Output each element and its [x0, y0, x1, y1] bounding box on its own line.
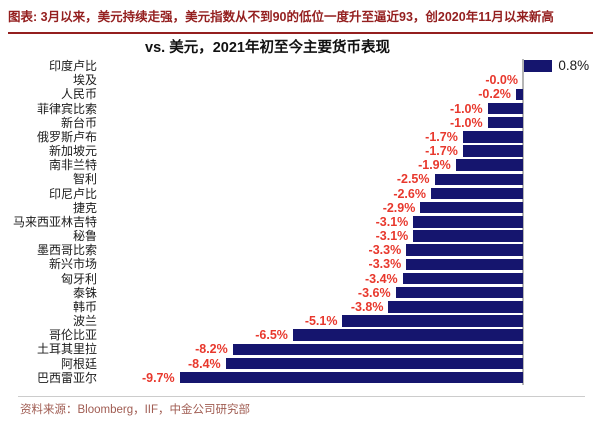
value-label: -1.9%	[418, 158, 451, 173]
bar	[420, 201, 523, 214]
value-label: -0.0%	[485, 73, 518, 88]
bar	[430, 187, 523, 200]
value-label: -1.0%	[449, 115, 483, 130]
table-row: 墨西哥比索 -3.3%	[0, 243, 600, 257]
value-label: -1.0%	[449, 101, 483, 116]
table-row: 印度卢比 0.8%	[0, 58, 600, 73]
category-label: 韩币	[72, 299, 97, 314]
category-label: 捷克	[72, 200, 97, 215]
category-label: 新加坡元	[48, 144, 97, 159]
bar	[225, 357, 523, 370]
table-row: 韩币 -3.8%	[0, 300, 600, 314]
bar	[455, 159, 523, 171]
category-label: 人民币	[60, 87, 97, 102]
table-row: 智利 -2.5%	[0, 172, 600, 186]
category-label: 智利	[72, 172, 97, 187]
value-label: -2.9%	[382, 200, 416, 215]
bar	[395, 286, 523, 299]
value-label: -0.2%	[478, 87, 511, 102]
bar	[179, 371, 523, 384]
source-note: 资料来源：Bloomberg，IIF，中金公司研究部	[20, 404, 251, 416]
bar	[487, 116, 523, 129]
table-row: 新加坡元 -1.7%	[0, 144, 600, 158]
value-label: -3.1%	[375, 214, 409, 229]
value-label: -3.6%	[357, 285, 391, 300]
value-label: -2.6%	[393, 186, 426, 201]
table-row: 阿根廷 -8.4%	[0, 357, 600, 371]
value-label: -1.7%	[425, 129, 458, 144]
value-label: -8.4%	[187, 356, 221, 371]
category-label: 土耳其里拉	[36, 342, 97, 357]
category-label: 哥伦比亚	[48, 328, 97, 343]
value-label: -9.7%	[141, 370, 175, 385]
table-row: 马来西亚林吉特 -3.1%	[0, 215, 600, 229]
bar	[388, 301, 523, 313]
table-row: 巴西雷亚尔 -9.7%	[0, 371, 600, 385]
value-label: -3.4%	[364, 271, 398, 286]
chart-title: vs. 美元，2021年初至今主要货币表现	[145, 40, 390, 56]
footer-divider	[18, 396, 585, 397]
category-label: 阿根廷	[60, 356, 97, 371]
bar	[434, 173, 523, 186]
bar	[406, 258, 523, 271]
value-label: -2.5%	[396, 172, 430, 187]
table-row: 南非兰特 -1.9%	[0, 158, 600, 172]
value-label: -8.2%	[195, 342, 228, 357]
bar	[413, 216, 523, 228]
category-label: 泰铢	[72, 285, 97, 300]
category-label: 墨西哥比索	[36, 243, 97, 258]
value-label: -1.7%	[425, 144, 458, 159]
bar	[515, 88, 523, 101]
table-row: 泰铢 -3.6%	[0, 286, 600, 300]
category-label: 菲律宾比索	[36, 101, 97, 116]
table-row: 菲律宾比索 -1.0%	[0, 102, 600, 116]
table-row: 哥伦比亚 -6.5%	[0, 328, 600, 342]
figure-caption: 图表: 3月以来，美元持续走强，美元指数从不到90的低位一度升至逼近93，创20…	[8, 6, 593, 34]
table-row: 人民币 -0.2%	[0, 87, 600, 101]
bar	[413, 230, 523, 242]
bar	[524, 60, 553, 72]
value-label: -3.3%	[368, 243, 402, 258]
category-label: 马来西亚林吉特	[12, 214, 97, 229]
bar	[402, 272, 523, 285]
bar	[462, 145, 523, 157]
table-row: 波兰 -5.1%	[0, 314, 600, 328]
category-label: 埃及	[72, 73, 97, 88]
bar	[462, 131, 523, 143]
table-row: 捷克 -2.9%	[0, 201, 600, 215]
bar	[406, 244, 523, 256]
bar-chart: 印度卢比 0.8% 埃及 -0.0% 人民币 -0.2% 菲律宾比索 -1.0% 新台币 -1.0…	[0, 58, 600, 385]
table-row: 匈牙利 -3.4%	[0, 272, 600, 286]
value-label: -3.8%	[350, 299, 384, 314]
category-label: 波兰	[72, 314, 97, 329]
bar	[342, 315, 523, 327]
value-label: -5.1%	[304, 314, 338, 329]
category-label: 南非兰特	[48, 158, 97, 173]
table-row: 秘鲁 -3.1%	[0, 229, 600, 243]
category-label: 新台币	[60, 115, 97, 130]
category-label: 印尼卢比	[48, 186, 97, 201]
bar	[232, 343, 523, 356]
table-row: 印尼卢比 -2.6%	[0, 187, 600, 201]
category-label: 俄罗斯卢布	[36, 129, 97, 144]
value-label: -3.1%	[375, 229, 409, 244]
table-row: 埃及 -0.0%	[0, 73, 600, 87]
table-row: 土耳其里拉 -8.2%	[0, 342, 600, 356]
table-row: 俄罗斯卢布 -1.7%	[0, 130, 600, 144]
value-label: 0.8%	[558, 58, 590, 73]
category-label: 秘鲁	[72, 229, 97, 244]
value-label: -3.3%	[368, 257, 402, 272]
table-row: 新台币 -1.0%	[0, 116, 600, 130]
bar	[292, 329, 523, 341]
zero-axis-line	[522, 59, 524, 385]
bar	[487, 102, 523, 115]
category-label: 巴西雷亚尔	[36, 370, 97, 385]
category-label: 新兴市场	[48, 257, 97, 272]
category-label: 印度卢比	[48, 59, 97, 73]
table-row: 新兴市场 -3.3%	[0, 257, 600, 271]
category-label: 匈牙利	[60, 271, 97, 286]
value-label: -6.5%	[255, 328, 288, 343]
